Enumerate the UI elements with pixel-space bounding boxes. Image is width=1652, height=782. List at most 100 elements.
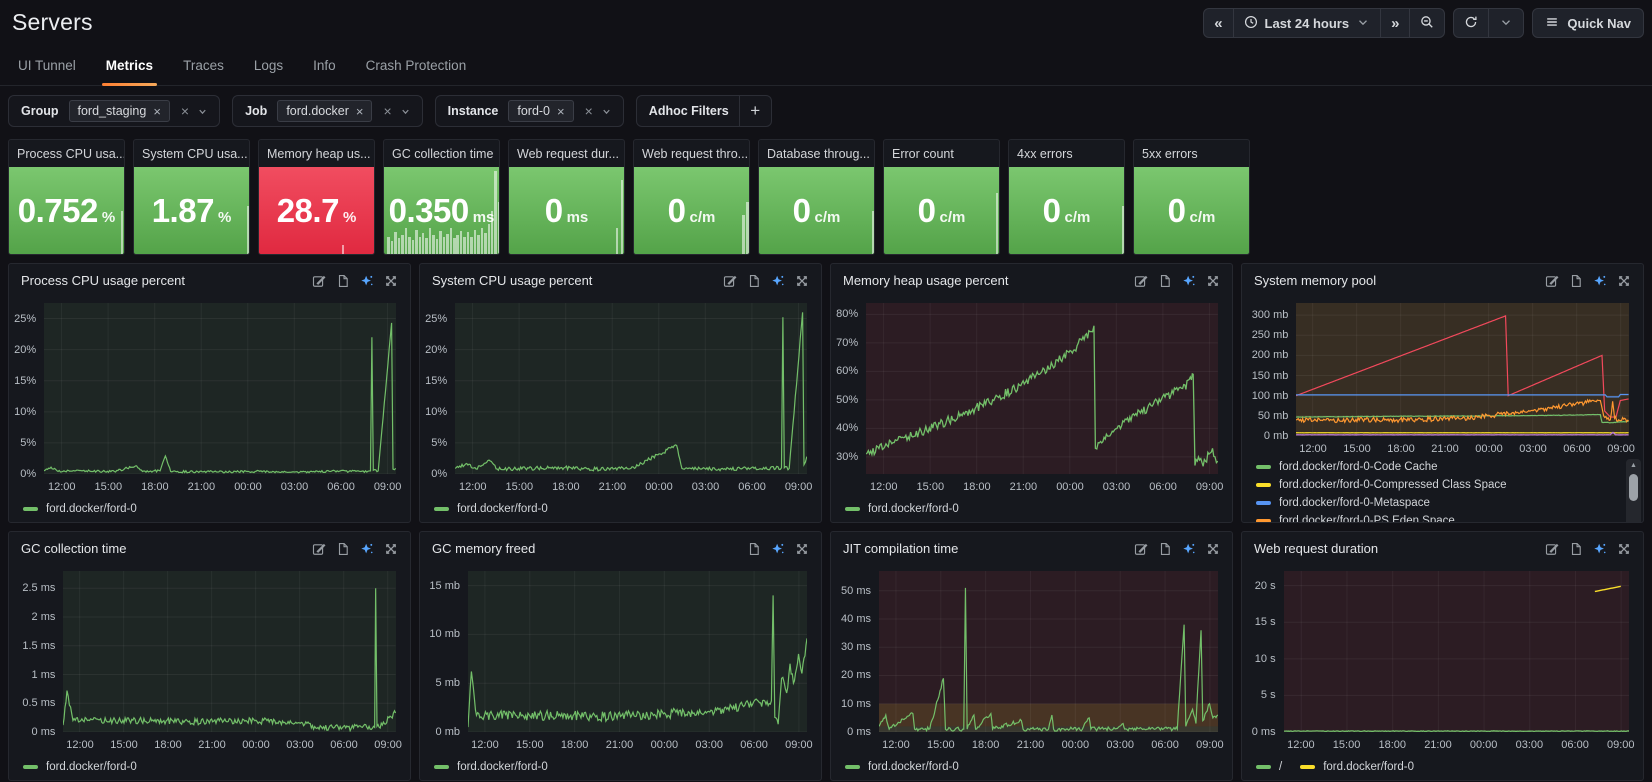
refresh-interval-dropdown[interactable] xyxy=(1488,9,1523,37)
ai-sparkle-icon[interactable] xyxy=(1182,542,1196,556)
edit-icon[interactable] xyxy=(1545,274,1559,288)
ai-sparkle-icon[interactable] xyxy=(1593,542,1607,556)
stat-body: 0 c/m xyxy=(634,167,749,254)
expand-icon[interactable] xyxy=(795,542,809,556)
filter-instance: Instance ford-0 × × xyxy=(434,95,624,127)
chip-remove-icon[interactable]: × xyxy=(557,103,565,119)
document-icon[interactable] xyxy=(1569,274,1583,288)
stat-value-wrap: 0 c/m xyxy=(793,194,841,227)
series-line xyxy=(455,312,807,470)
legend-item[interactable]: ford.docker/ford-0 xyxy=(845,760,959,774)
scroll-up-icon[interactable]: ▲ xyxy=(1630,462,1637,469)
chevron-down-icon[interactable] xyxy=(197,106,208,117)
stat-value-wrap: 0.350 ms xyxy=(389,194,495,227)
expand-icon[interactable] xyxy=(384,542,398,556)
filter-value-chip[interactable]: ford-0 × xyxy=(508,100,574,122)
ai-sparkle-icon[interactable] xyxy=(771,542,785,556)
x-tick-label: 21:00 xyxy=(598,481,627,493)
edit-icon[interactable] xyxy=(312,274,326,288)
expand-icon[interactable] xyxy=(1617,542,1631,556)
scrollbar-thumb[interactable] xyxy=(1629,474,1638,501)
refresh-button[interactable] xyxy=(1454,9,1488,37)
ai-sparkle-icon[interactable] xyxy=(1182,274,1196,288)
legend-item[interactable]: ford.docker/ford-0 xyxy=(434,760,548,774)
legend-label: ford.docker/ford-0 xyxy=(1323,761,1414,773)
filter-value-chip[interactable]: ford.docker × xyxy=(277,100,373,122)
x-tick-label: 03:00 xyxy=(691,481,720,493)
document-icon[interactable] xyxy=(747,274,761,288)
topbar-controls: « Last 24 hours » Quick Nav xyxy=(1203,8,1644,38)
legend-item[interactable]: ford.docker/ford-0 xyxy=(845,502,959,516)
stat-panel: System CPU usa... 1.87% xyxy=(133,139,250,255)
time-range-picker[interactable]: Last 24 hours xyxy=(1232,9,1381,37)
chart-body: 12:00 15:00 18:00 21:00 00:00 03:00 06:00 09:00… xyxy=(835,297,1224,496)
stat-title: System CPU usa... xyxy=(142,146,248,161)
legend-item[interactable]: ford.docker/ford-0-Code Cache xyxy=(1256,460,1438,474)
document-icon[interactable] xyxy=(1158,274,1172,288)
x-tick-label: 18:00 xyxy=(963,481,991,493)
y-tick-label: 70% xyxy=(836,336,859,349)
zoom-out-button[interactable] xyxy=(1409,9,1444,37)
document-icon[interactable] xyxy=(336,542,350,556)
legend-item[interactable]: ford.docker/ford-0 xyxy=(23,760,137,774)
expand-icon[interactable] xyxy=(384,274,398,288)
clear-filter-icon[interactable]: × xyxy=(383,103,392,119)
y-tick-label: 250 mb xyxy=(1251,329,1289,342)
filter-label: Group xyxy=(21,104,59,118)
edit-icon[interactable] xyxy=(1134,274,1148,288)
time-shift-back-button[interactable]: « xyxy=(1204,9,1232,37)
tab-metrics[interactable]: Metrics xyxy=(101,46,158,86)
edit-icon[interactable] xyxy=(1134,542,1148,556)
x-tick-label: 12:00 xyxy=(66,739,94,751)
panel-header: System CPU usage percent xyxy=(420,264,821,297)
filter-value-chip[interactable]: ford_staging × xyxy=(68,100,170,122)
ai-sparkle-icon[interactable] xyxy=(1593,274,1607,288)
chevron-down-icon[interactable] xyxy=(400,106,411,117)
chip-remove-icon[interactable]: × xyxy=(355,103,364,119)
x-tick-label: 21:00 xyxy=(198,739,226,751)
legend-item[interactable]: ford.docker/ford-0 xyxy=(434,502,548,516)
document-icon[interactable] xyxy=(1569,542,1583,556)
y-tick-label: 300 mb xyxy=(1251,309,1289,322)
ai-sparkle-icon[interactable] xyxy=(360,542,374,556)
expand-icon[interactable] xyxy=(1206,542,1220,556)
edit-icon[interactable] xyxy=(723,274,737,288)
adhoc-filters-label: Adhoc Filters xyxy=(648,104,729,118)
ai-sparkle-icon[interactable] xyxy=(771,274,785,288)
clear-filter-icon[interactable]: × xyxy=(584,103,593,119)
edit-icon[interactable] xyxy=(312,542,326,556)
add-adhoc-filter-button[interactable]: + xyxy=(738,96,771,126)
time-shift-forward-button[interactable]: » xyxy=(1380,9,1409,37)
chevron-down-icon[interactable] xyxy=(601,106,612,117)
expand-icon[interactable] xyxy=(795,274,809,288)
tab-traces[interactable]: Traces xyxy=(183,58,224,73)
tab-info[interactable]: Info xyxy=(313,58,336,73)
document-icon[interactable] xyxy=(336,274,350,288)
quick-nav-button[interactable]: Quick Nav xyxy=(1532,8,1644,38)
tab-crash-protection[interactable]: Crash Protection xyxy=(365,58,467,73)
y-tick-label: 50 ms xyxy=(841,584,871,597)
tab-ui-tunnel[interactable]: UI Tunnel xyxy=(18,58,76,73)
legend-item[interactable]: ford.docker/ford-0 xyxy=(23,502,137,516)
document-icon[interactable] xyxy=(747,542,761,556)
legend-item[interactable]: ford.docker/ford-0-Compressed Class Spac… xyxy=(1256,478,1507,492)
legend-item[interactable]: / xyxy=(1256,760,1282,774)
stat-unit: c/m xyxy=(1064,209,1091,226)
clear-filter-icon[interactable]: × xyxy=(180,103,190,119)
legend-item[interactable]: ford.docker/ford-0 xyxy=(1300,760,1414,774)
tab-logs[interactable]: Logs xyxy=(253,58,284,73)
chip-remove-icon[interactable]: × xyxy=(153,103,161,119)
ai-sparkle-icon[interactable] xyxy=(360,274,374,288)
legend-item[interactable]: ford.docker/ford-0-PS Eden Space xyxy=(1256,514,1455,522)
x-tick-label: 09:00 xyxy=(785,739,813,751)
expand-icon[interactable] xyxy=(1206,274,1220,288)
legend-label: ford.docker/ford-0 xyxy=(457,503,548,515)
double-chevron-left-icon: « xyxy=(1214,14,1223,32)
edit-icon[interactable] xyxy=(1545,542,1559,556)
legend-scrollbar[interactable]: ▲▼ xyxy=(1626,459,1641,522)
expand-icon[interactable] xyxy=(1617,274,1631,288)
document-icon[interactable] xyxy=(1158,542,1172,556)
scroll-down-icon[interactable]: ▼ xyxy=(1626,521,1641,522)
filter-group: Group ford_staging × × xyxy=(8,95,221,127)
legend-item[interactable]: ford.docker/ford-0-Metaspace xyxy=(1256,496,1430,510)
